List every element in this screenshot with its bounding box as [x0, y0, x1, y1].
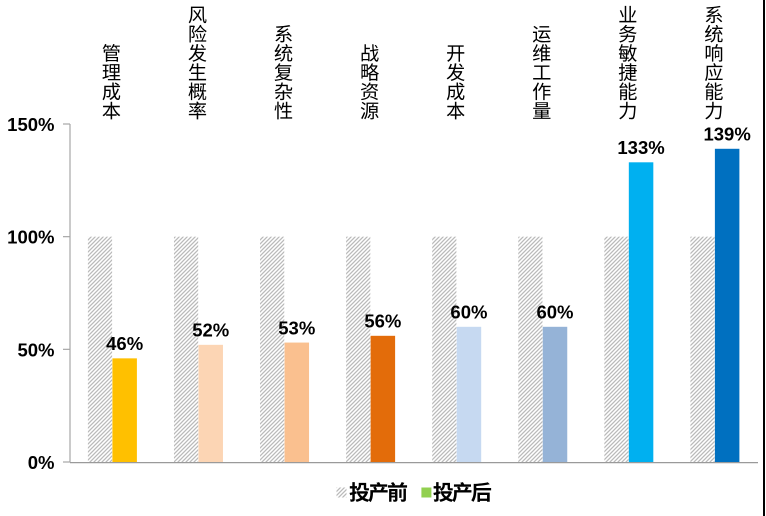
svg-text:133%: 133% [617, 137, 664, 158]
svg-text:139%: 139% [703, 124, 750, 145]
svg-text:52%: 52% [192, 320, 229, 341]
svg-text:0%: 0% [28, 452, 55, 473]
svg-text:60%: 60% [536, 302, 573, 323]
svg-text:60%: 60% [450, 302, 487, 323]
svg-text:56%: 56% [364, 311, 401, 332]
svg-text:100%: 100% [7, 227, 54, 248]
svg-text:46%: 46% [106, 333, 143, 354]
svg-text:53%: 53% [278, 317, 315, 338]
svg-text:50%: 50% [17, 339, 54, 360]
svg-text:150%: 150% [7, 114, 54, 135]
